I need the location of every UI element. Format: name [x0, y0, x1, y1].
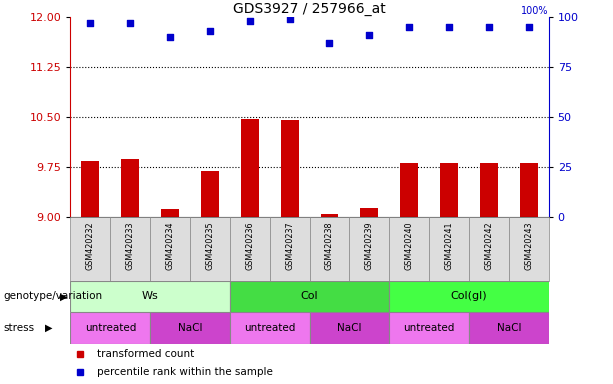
- Text: untreated: untreated: [85, 323, 136, 333]
- Bar: [70, 281, 230, 312]
- Text: Col(gl): Col(gl): [451, 291, 487, 301]
- Bar: [82, 161, 99, 217]
- Bar: [440, 163, 458, 217]
- Text: stress: stress: [3, 323, 34, 333]
- Bar: [270, 217, 310, 281]
- Point: [484, 24, 494, 30]
- Bar: [70, 217, 110, 281]
- Point: [444, 24, 454, 30]
- Bar: [230, 217, 270, 281]
- Bar: [241, 119, 259, 217]
- Text: GSM420233: GSM420233: [126, 221, 135, 270]
- Bar: [321, 214, 338, 217]
- Point: [284, 16, 294, 22]
- Text: NaCl: NaCl: [178, 323, 202, 333]
- Bar: [161, 209, 179, 217]
- Text: Ws: Ws: [142, 291, 159, 301]
- Bar: [70, 312, 150, 344]
- Bar: [281, 120, 299, 217]
- Text: GSM420232: GSM420232: [86, 221, 95, 270]
- Text: GSM420241: GSM420241: [444, 221, 454, 270]
- Point: [524, 24, 533, 30]
- Point: [166, 34, 175, 40]
- Text: transformed count: transformed count: [97, 349, 194, 359]
- Text: GSM420238: GSM420238: [325, 221, 334, 270]
- Bar: [230, 281, 389, 312]
- Bar: [349, 217, 389, 281]
- Point: [405, 24, 414, 30]
- Text: ▶: ▶: [45, 323, 52, 333]
- Point: [86, 20, 96, 26]
- Bar: [469, 312, 549, 344]
- Bar: [310, 312, 389, 344]
- Bar: [150, 217, 190, 281]
- Bar: [389, 281, 549, 312]
- Text: NaCl: NaCl: [337, 323, 362, 333]
- Bar: [509, 217, 549, 281]
- Text: GSM420243: GSM420243: [524, 221, 533, 270]
- Point: [325, 40, 335, 46]
- Bar: [230, 312, 310, 344]
- Bar: [480, 163, 498, 217]
- Point: [245, 18, 255, 24]
- Text: genotype/variation: genotype/variation: [3, 291, 102, 301]
- Text: GSM420240: GSM420240: [405, 221, 414, 270]
- Bar: [469, 217, 509, 281]
- Text: ▶: ▶: [60, 291, 67, 301]
- Text: GSM420234: GSM420234: [166, 221, 175, 270]
- Text: NaCl: NaCl: [497, 323, 521, 333]
- Text: GSM420235: GSM420235: [205, 221, 215, 270]
- Bar: [520, 163, 538, 217]
- Point: [364, 32, 374, 38]
- Bar: [190, 217, 230, 281]
- Text: percentile rank within the sample: percentile rank within the sample: [97, 367, 273, 377]
- Bar: [360, 208, 378, 217]
- Bar: [400, 163, 418, 217]
- Bar: [429, 217, 469, 281]
- Bar: [389, 312, 469, 344]
- Text: GSM420242: GSM420242: [484, 221, 493, 270]
- Title: GDS3927 / 257966_at: GDS3927 / 257966_at: [233, 2, 386, 16]
- Bar: [110, 217, 150, 281]
- Text: untreated: untreated: [244, 323, 295, 333]
- Text: GSM420237: GSM420237: [285, 221, 294, 270]
- Text: untreated: untreated: [403, 323, 455, 333]
- Text: GSM420239: GSM420239: [365, 221, 374, 270]
- Bar: [201, 170, 219, 217]
- Point: [205, 28, 215, 34]
- Text: 100%: 100%: [521, 6, 549, 16]
- Text: Col: Col: [301, 291, 318, 301]
- Bar: [121, 159, 139, 217]
- Text: GSM420236: GSM420236: [245, 221, 254, 270]
- Bar: [150, 312, 230, 344]
- Point: [125, 20, 135, 26]
- Bar: [310, 217, 349, 281]
- Bar: [389, 217, 429, 281]
